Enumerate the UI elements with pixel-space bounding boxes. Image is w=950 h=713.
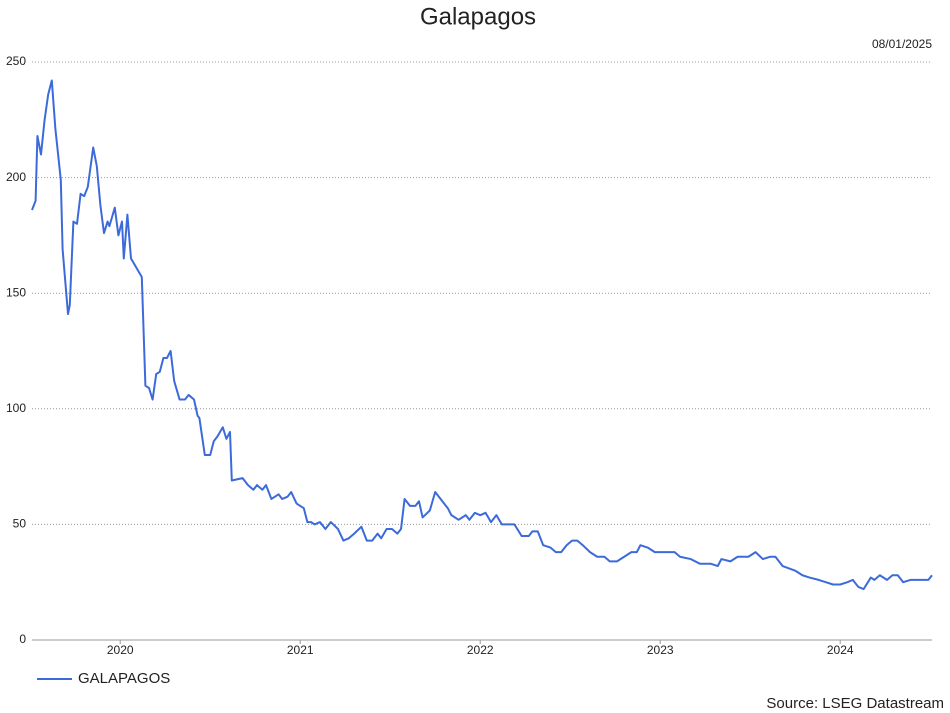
date-label: 08/01/2025 — [872, 37, 932, 51]
y-tick-label: 200 — [6, 170, 26, 184]
y-tick-label: 0 — [19, 632, 26, 646]
chart-title: Galapagos — [420, 3, 536, 30]
y-tick-label: 250 — [6, 54, 26, 68]
source: Source: LSEG Datastream — [766, 695, 944, 712]
y-tick-label: 150 — [6, 285, 26, 299]
x-tick-label: 2023 — [647, 643, 674, 657]
y-tick-label: 50 — [13, 517, 27, 531]
line-series — [31, 79, 933, 591]
x-tick-label: 2021 — [287, 643, 314, 657]
y-tick-label: 100 — [6, 401, 26, 415]
x-tick-label: 2020 — [107, 643, 134, 657]
x-tick-label: 2024 — [827, 643, 854, 657]
x-tick-label: 2022 — [467, 643, 494, 657]
legend-label: GALAPAGOS — [78, 670, 170, 687]
